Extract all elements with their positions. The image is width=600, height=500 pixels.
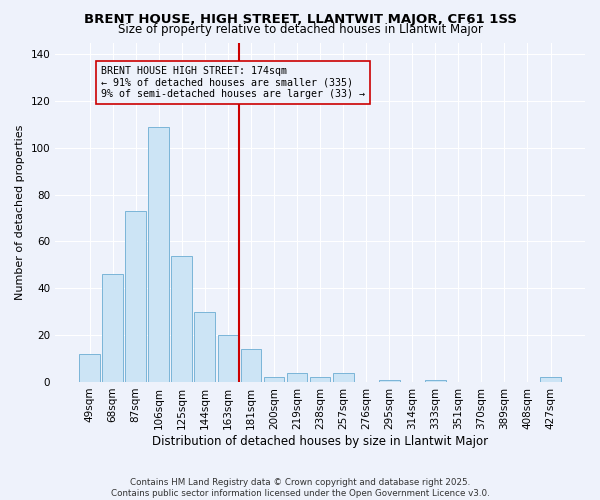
- Text: BRENT HOUSE, HIGH STREET, LLANTWIT MAJOR, CF61 1SS: BRENT HOUSE, HIGH STREET, LLANTWIT MAJOR…: [83, 12, 517, 26]
- Text: Contains HM Land Registry data © Crown copyright and database right 2025.
Contai: Contains HM Land Registry data © Crown c…: [110, 478, 490, 498]
- Bar: [310, 378, 331, 382]
- Bar: [425, 380, 446, 382]
- Bar: [379, 380, 400, 382]
- Bar: [125, 211, 146, 382]
- Bar: [79, 354, 100, 382]
- Bar: [241, 349, 262, 382]
- Bar: [194, 312, 215, 382]
- Text: Size of property relative to detached houses in Llantwit Major: Size of property relative to detached ho…: [118, 22, 482, 36]
- Y-axis label: Number of detached properties: Number of detached properties: [15, 124, 25, 300]
- Bar: [102, 274, 123, 382]
- Bar: [218, 335, 238, 382]
- Bar: [540, 378, 561, 382]
- Bar: [148, 127, 169, 382]
- Bar: [172, 256, 192, 382]
- Bar: [287, 372, 307, 382]
- Text: BRENT HOUSE HIGH STREET: 174sqm
← 91% of detached houses are smaller (335)
9% of: BRENT HOUSE HIGH STREET: 174sqm ← 91% of…: [101, 66, 365, 99]
- Bar: [333, 372, 353, 382]
- X-axis label: Distribution of detached houses by size in Llantwit Major: Distribution of detached houses by size …: [152, 434, 488, 448]
- Bar: [263, 378, 284, 382]
